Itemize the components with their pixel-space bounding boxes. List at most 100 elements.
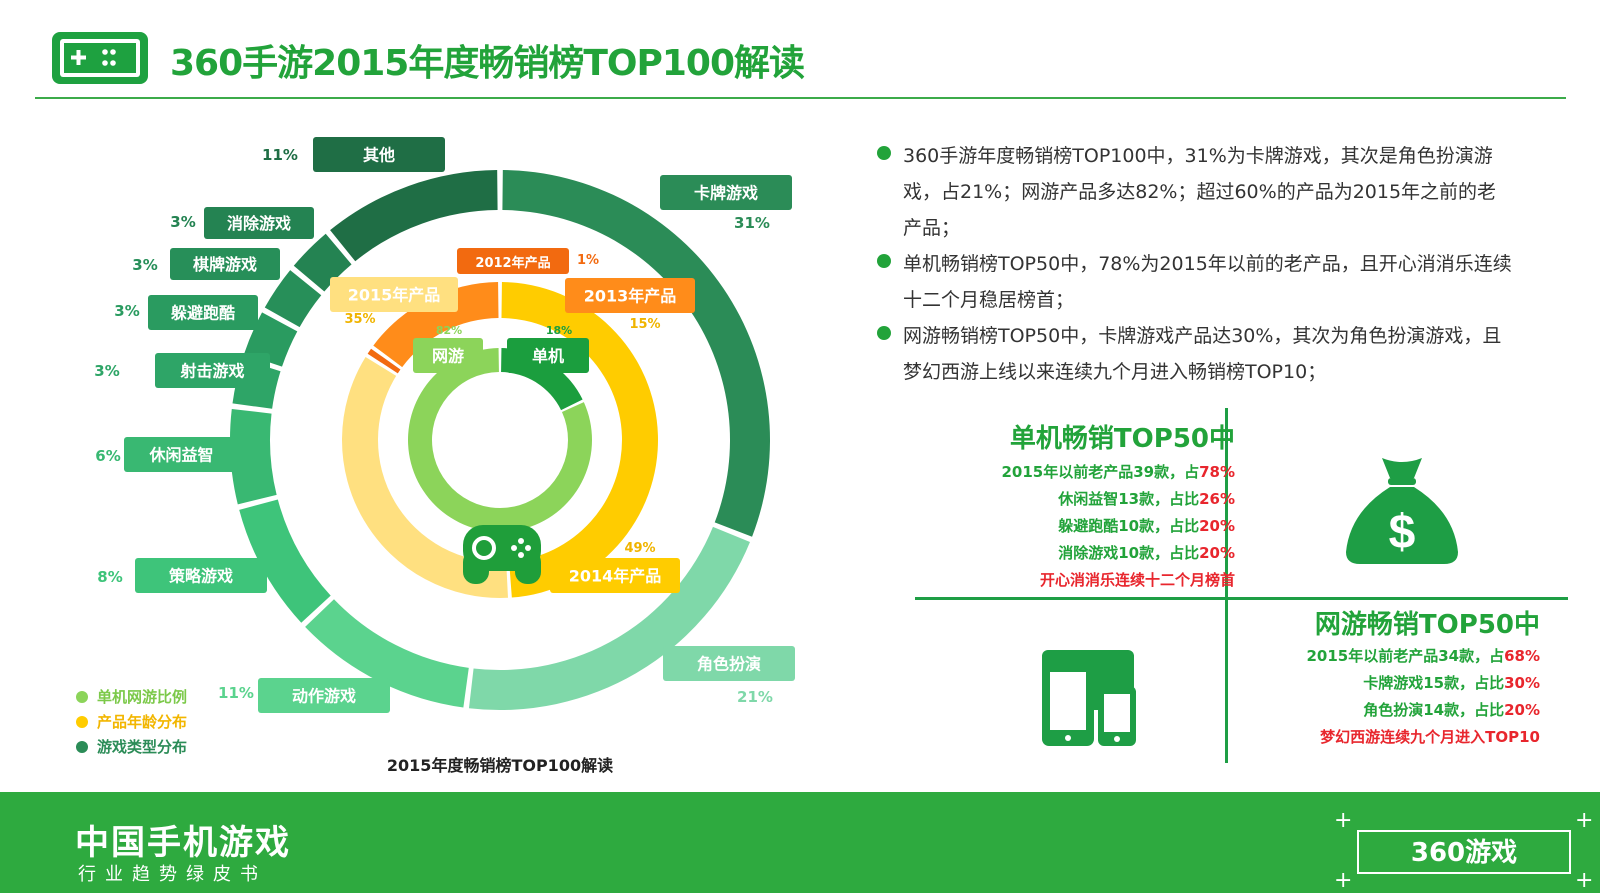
game-type-slice bbox=[330, 170, 498, 262]
panel-stat: 消除游戏10款，占比20% bbox=[1058, 544, 1235, 562]
legend-item-single-online: 单机网游比例 bbox=[76, 684, 187, 709]
category-label-box bbox=[135, 558, 267, 593]
bullet-dot-icon bbox=[877, 254, 891, 268]
category-label-box bbox=[148, 295, 258, 330]
corner-plus-icon: + bbox=[1575, 808, 1594, 833]
product-age-slice bbox=[373, 282, 499, 368]
legend-label: 单机网游比例 bbox=[97, 688, 188, 706]
data-label: 3% bbox=[132, 256, 157, 274]
title-divider bbox=[35, 97, 1566, 99]
data-label: 49% bbox=[624, 541, 655, 556]
bullet-text: 360手游年度畅销榜TOP100中，31%为卡牌游戏，其次是角色扮演游戏，占21… bbox=[903, 145, 1497, 239]
category-label: 棋牌游戏 bbox=[193, 255, 257, 274]
category-label: 网游 bbox=[432, 347, 464, 366]
footer-logo: 360游戏 bbox=[1410, 838, 1518, 868]
category-label-box bbox=[170, 248, 280, 280]
legend-swatch bbox=[76, 740, 88, 753]
category-label: 2013年产品 bbox=[584, 287, 677, 306]
data-label: 11% bbox=[218, 684, 254, 702]
chart-caption: 2015年度畅销榜TOP100解读 bbox=[386, 756, 614, 775]
quadrant-divider-horizontal bbox=[915, 597, 1568, 600]
category-label: 角色扮演 bbox=[697, 655, 761, 674]
category-label: 2014年产品 bbox=[569, 567, 662, 586]
data-label: 8% bbox=[97, 568, 122, 586]
panel-stat: 卡牌游戏15款，占比30% bbox=[1363, 674, 1540, 692]
gamepad-icon bbox=[52, 32, 148, 84]
category-label-box bbox=[663, 646, 795, 681]
legend-swatch bbox=[76, 715, 88, 728]
bullet-text: 单机畅销榜TOP50中，78%为2015年以前的老产品，且开心消消乐连续十二个月… bbox=[903, 253, 1512, 311]
category-label: 2012年产品 bbox=[475, 255, 550, 271]
category-label: 射击游戏 bbox=[179, 362, 244, 381]
category-label-box bbox=[457, 248, 569, 274]
data-label: 31% bbox=[734, 214, 770, 232]
gamepad-center-icon bbox=[463, 525, 541, 584]
donut-chart: 卡牌游戏 31% 角色扮演 21% 动作游戏 11% 策略游戏 8% 休闲益智 6% 射击游戏 3% 躲… bbox=[94, 137, 795, 713]
category-label: 躲避跑酷 bbox=[171, 304, 235, 323]
svg-text:$: $ bbox=[1389, 506, 1416, 559]
panel-title: 网游畅销TOP50中 bbox=[1314, 610, 1540, 640]
panel-stat: 2015年以前老产品34款，占68% bbox=[1306, 647, 1540, 665]
corner-plus-icon: + bbox=[1334, 868, 1353, 893]
data-label: 3% bbox=[114, 302, 139, 320]
category-label-box bbox=[565, 278, 695, 313]
game-type-slice bbox=[230, 408, 277, 505]
footer-subtitle: 行业趋势绿皮书 bbox=[78, 864, 267, 885]
category-label: 其他 bbox=[363, 146, 395, 165]
panel-stat: 角色扮演14款，占比20% bbox=[1363, 701, 1540, 719]
summary-bullets: 360手游年度畅销榜TOP100中，31%为卡牌游戏，其次是角色扮演游戏，占21… bbox=[875, 138, 1515, 390]
panel-highlight: 梦幻西游连续九个月进入TOP10 bbox=[1320, 728, 1540, 746]
money-bag-icon: $ bbox=[1346, 458, 1458, 564]
chart-legend: 单机网游比例 产品年龄分布 游戏类型分布 bbox=[76, 684, 187, 759]
data-label: 82% bbox=[436, 324, 462, 337]
footer-brand: 中国手机游戏 bbox=[75, 823, 291, 863]
panel-stat: 休闲益智13款，占比26% bbox=[1058, 490, 1235, 508]
data-label: 1% bbox=[577, 253, 599, 268]
legend-item-game-type: 游戏类型分布 bbox=[76, 734, 187, 759]
bullet-item: 网游畅销榜TOP50中，卡牌游戏产品达30%，其次为角色扮演游戏，且梦幻西游上线… bbox=[875, 318, 1515, 390]
online-game-panel: 网游畅销TOP50中 2015年以前老产品34款，占68% 卡牌游戏15款，占比… bbox=[1180, 604, 1540, 751]
game-type-slice bbox=[239, 499, 331, 623]
product-age-slice bbox=[367, 348, 401, 374]
single-player-panel: 单机畅销TOP50中 2015年以前老产品39款，占78% 休闲益智13款，占比… bbox=[905, 418, 1235, 594]
data-label: 21% bbox=[737, 688, 773, 706]
data-label: 18% bbox=[546, 324, 572, 337]
product-age-slice bbox=[342, 356, 508, 598]
footer-logo-frame bbox=[1357, 830, 1571, 874]
data-label: 3% bbox=[94, 362, 119, 380]
panel-stat: 躲避跑酷10款，占比20% bbox=[1058, 517, 1235, 535]
page-title: 360手游2015年度畅销榜TOP100解读 bbox=[170, 43, 805, 84]
category-label: 消除游戏 bbox=[227, 214, 291, 233]
category-label-box bbox=[550, 558, 680, 593]
legend-swatch bbox=[76, 690, 88, 703]
category-label-box bbox=[313, 137, 445, 172]
quadrant-divider-vertical bbox=[1225, 408, 1228, 763]
devices-icon bbox=[1042, 650, 1136, 746]
footer-bar bbox=[0, 792, 1600, 893]
legend-label: 游戏类型分布 bbox=[97, 738, 188, 756]
bullet-text: 网游畅销榜TOP50中，卡牌游戏产品达30%，其次为角色扮演游戏，且梦幻西游上线… bbox=[903, 325, 1502, 383]
data-label: 11% bbox=[262, 146, 298, 164]
data-label: 3% bbox=[170, 213, 195, 231]
category-label: 卡牌游戏 bbox=[694, 184, 758, 203]
category-label-box bbox=[660, 175, 792, 210]
bullet-dot-icon bbox=[877, 326, 891, 340]
category-label-box bbox=[124, 437, 239, 472]
category-label: 2015年产品 bbox=[348, 286, 441, 305]
legend-label: 产品年龄分布 bbox=[97, 713, 188, 731]
game-type-slice bbox=[264, 270, 322, 328]
bullet-item: 360手游年度畅销榜TOP100中，31%为卡牌游戏，其次是角色扮演游戏，占21… bbox=[875, 138, 1515, 246]
category-label-box bbox=[155, 353, 270, 388]
panel-stat: 2015年以前老产品39款，占78% bbox=[1001, 463, 1235, 481]
category-label: 动作游戏 bbox=[292, 687, 356, 706]
category-label-box bbox=[258, 678, 390, 713]
category-label-box bbox=[330, 277, 458, 312]
category-label: 休闲益智 bbox=[148, 446, 213, 465]
game-type-slice bbox=[468, 526, 750, 710]
panel-highlight: 开心消消乐连续十二个月榜首 bbox=[1039, 571, 1235, 589]
game-type-slice bbox=[502, 170, 770, 537]
category-label-box bbox=[507, 338, 589, 373]
data-label: 6% bbox=[95, 447, 120, 465]
bullet-dot-icon bbox=[877, 146, 891, 160]
category-label-box bbox=[204, 207, 314, 239]
